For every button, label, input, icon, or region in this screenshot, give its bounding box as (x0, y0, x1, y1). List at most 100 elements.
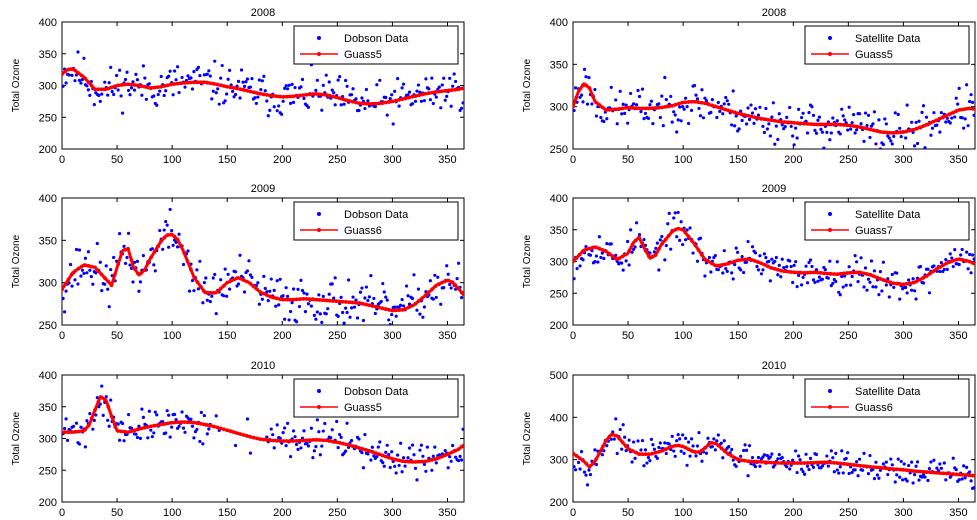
data-point (750, 111, 755, 115)
data-point (360, 451, 364, 455)
data-point (354, 97, 358, 101)
fit-marker (630, 448, 635, 453)
fit-marker (258, 290, 263, 294)
fit-marker (891, 130, 896, 135)
data-point (776, 457, 780, 461)
data-point (785, 465, 789, 469)
data-point (68, 262, 73, 267)
data-point (100, 92, 104, 96)
fit-marker (614, 433, 618, 438)
fit-marker (878, 129, 883, 134)
data-point (459, 296, 464, 300)
fit-marker (600, 105, 605, 110)
data-point (397, 305, 401, 310)
fit-marker (676, 226, 681, 231)
y-tick-label: 300 (39, 81, 57, 93)
data-point (670, 434, 674, 438)
data-point (667, 442, 671, 446)
fit-marker (812, 460, 817, 465)
data-point (573, 468, 578, 472)
fit-marker (772, 266, 777, 271)
fit-marker (423, 91, 428, 96)
data-point (443, 98, 447, 102)
data-point (442, 285, 446, 290)
data-point (226, 77, 230, 81)
fit-marker (360, 301, 365, 306)
data-point (920, 475, 924, 479)
data-point (814, 452, 819, 457)
fit-marker (403, 96, 408, 101)
fit-marker (334, 95, 339, 100)
fit-marker (420, 296, 425, 301)
fit-marker (835, 461, 840, 465)
fit-marker (453, 283, 458, 287)
fit-marker (258, 437, 263, 442)
data-point (777, 263, 781, 268)
data-point (950, 256, 954, 260)
data-point (953, 115, 957, 119)
fit-marker (818, 122, 823, 127)
data-point (278, 277, 282, 281)
data-point (272, 105, 276, 109)
data-point (869, 259, 874, 263)
data-point (768, 455, 772, 459)
data-point (859, 256, 863, 260)
fit-marker (66, 430, 71, 435)
fit-marker (660, 448, 665, 453)
data-point (233, 92, 238, 97)
data-point (887, 136, 891, 140)
fit-marker (86, 423, 91, 428)
fit-marker (440, 454, 444, 459)
fit-marker (941, 115, 945, 120)
data-point (701, 116, 706, 120)
data-point (370, 445, 374, 449)
data-point (582, 470, 587, 474)
data-point (106, 93, 110, 97)
x-tick-label: 300 (894, 154, 912, 166)
plot-frame (61, 197, 465, 326)
fit-marker (218, 83, 223, 88)
x-tick-label: 0 (59, 330, 65, 342)
data-point (103, 282, 107, 286)
data-point (636, 439, 640, 443)
data-point (85, 84, 89, 88)
data-point (764, 256, 768, 260)
data-point (902, 148, 906, 149)
fit-marker (387, 307, 392, 312)
data-point (198, 259, 202, 263)
fit-marker (861, 464, 866, 469)
fit-marker (446, 88, 451, 93)
fit-marker (126, 246, 130, 251)
data-point (242, 84, 247, 88)
fit-marker (446, 451, 451, 456)
fit-marker (172, 234, 177, 239)
data-point (410, 296, 415, 301)
data-point (716, 268, 720, 272)
data-point (205, 432, 209, 436)
data-point (162, 228, 166, 232)
data-point (853, 468, 857, 472)
fit-marker (643, 248, 648, 253)
fit-marker (657, 449, 661, 454)
data-point (704, 451, 709, 455)
fit-marker (944, 261, 949, 266)
data-point (287, 318, 291, 322)
data-point (926, 478, 930, 483)
data-point (579, 93, 584, 97)
data-point (263, 286, 267, 291)
fit-marker (911, 127, 916, 132)
data-point (924, 115, 929, 119)
data-point (418, 448, 422, 452)
data-point (966, 267, 970, 271)
data-point (939, 466, 943, 470)
fit-marker (397, 308, 401, 312)
data-point (899, 134, 903, 139)
data-point (294, 442, 299, 447)
fit-marker (574, 95, 579, 100)
data-point (590, 102, 594, 106)
fit-marker (914, 469, 919, 474)
fit-marker (766, 264, 770, 269)
data-point (740, 254, 744, 259)
data-point (862, 451, 866, 455)
